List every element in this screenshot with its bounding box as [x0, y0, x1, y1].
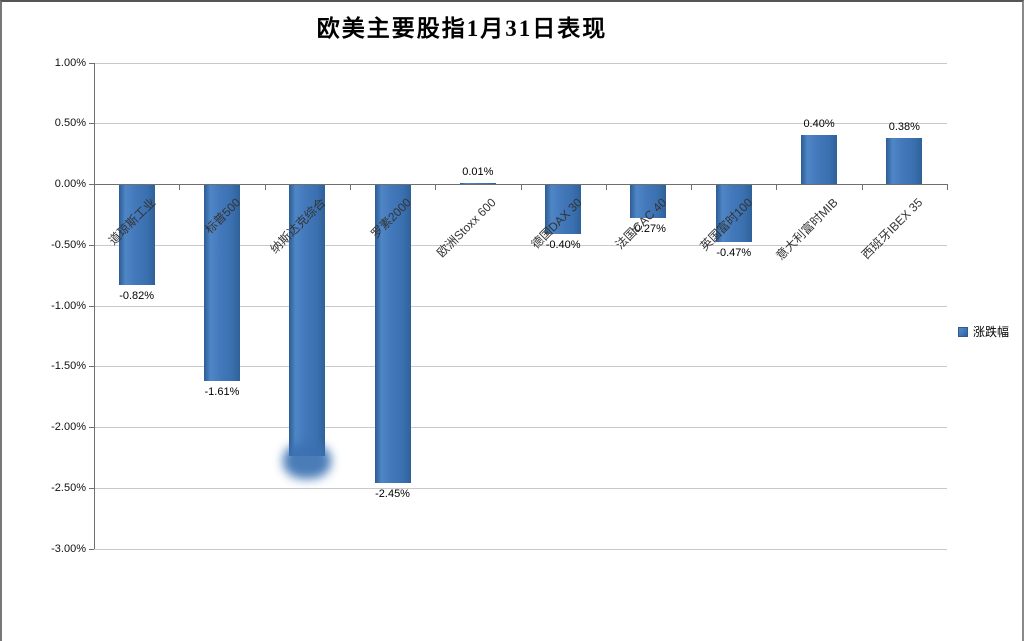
smudge-artifact	[283, 442, 332, 479]
y-axis-tick	[89, 427, 94, 428]
value-label-germany-dax-30: -0.40%	[545, 238, 581, 251]
y-axis-tick-label: 1.00%	[54, 56, 86, 69]
y-axis-tick	[89, 244, 94, 246]
y-axis-tick	[89, 123, 94, 125]
legend-marker-icon	[958, 327, 968, 337]
x-axis-tick	[605, 184, 607, 190]
y-axis-tick-label: -2.00%	[51, 421, 86, 433]
y-axis-tick	[89, 305, 94, 307]
value-label-italy-ftse-mib: 0.40%	[803, 118, 835, 131]
value-label-europe-stoxx-600: 0.01%	[462, 165, 494, 178]
bar-spain-ibex-35	[886, 137, 923, 184]
x-axis-tick	[349, 184, 351, 190]
bar-nasdaq-composite	[289, 185, 326, 456]
y-axis-tick	[89, 487, 94, 489]
bar-russell-2000	[374, 185, 411, 483]
gridline	[94, 487, 947, 489]
category-label-spain-ibex-35: 西班牙IBEX 35	[859, 195, 926, 262]
value-label-russell-2000: -2.45%	[375, 487, 410, 500]
bar-italy-ftse-mib	[801, 135, 838, 184]
y-axis-line	[94, 62, 95, 549]
legend: 涨跌幅	[958, 326, 1009, 338]
x-axis-tick	[264, 184, 266, 190]
gridline	[94, 427, 947, 428]
y-axis-tick-label: 0.50%	[54, 117, 86, 130]
category-label-europe-stoxx-600: 欧洲Stoxx 600	[434, 195, 500, 261]
value-label-dow-jones-industrial: -0.82%	[119, 289, 155, 302]
gridline	[94, 548, 947, 550]
y-axis-tick	[89, 548, 94, 550]
x-axis-tick	[947, 184, 948, 190]
gridline	[94, 62, 947, 64]
y-axis-tick	[89, 184, 94, 185]
gridline	[94, 305, 947, 307]
value-label-france-cac-40: -0.27%	[631, 222, 666, 235]
bar-dow-jones-industrial	[118, 185, 155, 285]
value-label-uk-ftse-100: -0.47%	[716, 247, 752, 260]
bar-uk-ftse-100	[715, 185, 752, 243]
bar-europe-stoxx-600	[459, 182, 496, 185]
x-axis-tick	[179, 184, 181, 190]
value-label-spain-ibex-35: 0.38%	[888, 120, 920, 133]
value-label-sp-500: -1.61%	[204, 385, 240, 398]
x-axis-tick	[776, 184, 778, 190]
x-axis-tick	[435, 184, 437, 190]
x-axis-tick	[861, 184, 863, 190]
legend-label: 涨跌幅	[973, 325, 1010, 339]
bar-sp-500	[203, 185, 240, 381]
gridline	[94, 366, 947, 368]
y-axis-tick-label: -0.50%	[51, 238, 86, 251]
bar-germany-dax-30	[545, 185, 582, 234]
gridline	[94, 244, 947, 246]
y-axis-tick	[89, 62, 94, 64]
y-axis-tick-label: 0.00%	[54, 178, 86, 190]
chart-title: 欧美主要股指1月31日表现	[316, 16, 608, 41]
y-axis-tick-label: -1.00%	[51, 299, 86, 312]
x-axis-tick	[691, 184, 693, 190]
x-axis-tick	[520, 184, 522, 190]
y-axis-tick-label: -1.50%	[51, 360, 86, 373]
x-axis-tick	[94, 184, 95, 190]
bar-france-cac-40	[630, 185, 667, 218]
y-axis-tick-label: -3.00%	[51, 542, 86, 555]
gridline	[94, 123, 947, 125]
y-axis-tick	[89, 366, 94, 368]
y-axis-tick-label: -2.50%	[51, 481, 86, 494]
category-label-italy-ftse-mib: 意大利富时MIB	[772, 195, 841, 263]
